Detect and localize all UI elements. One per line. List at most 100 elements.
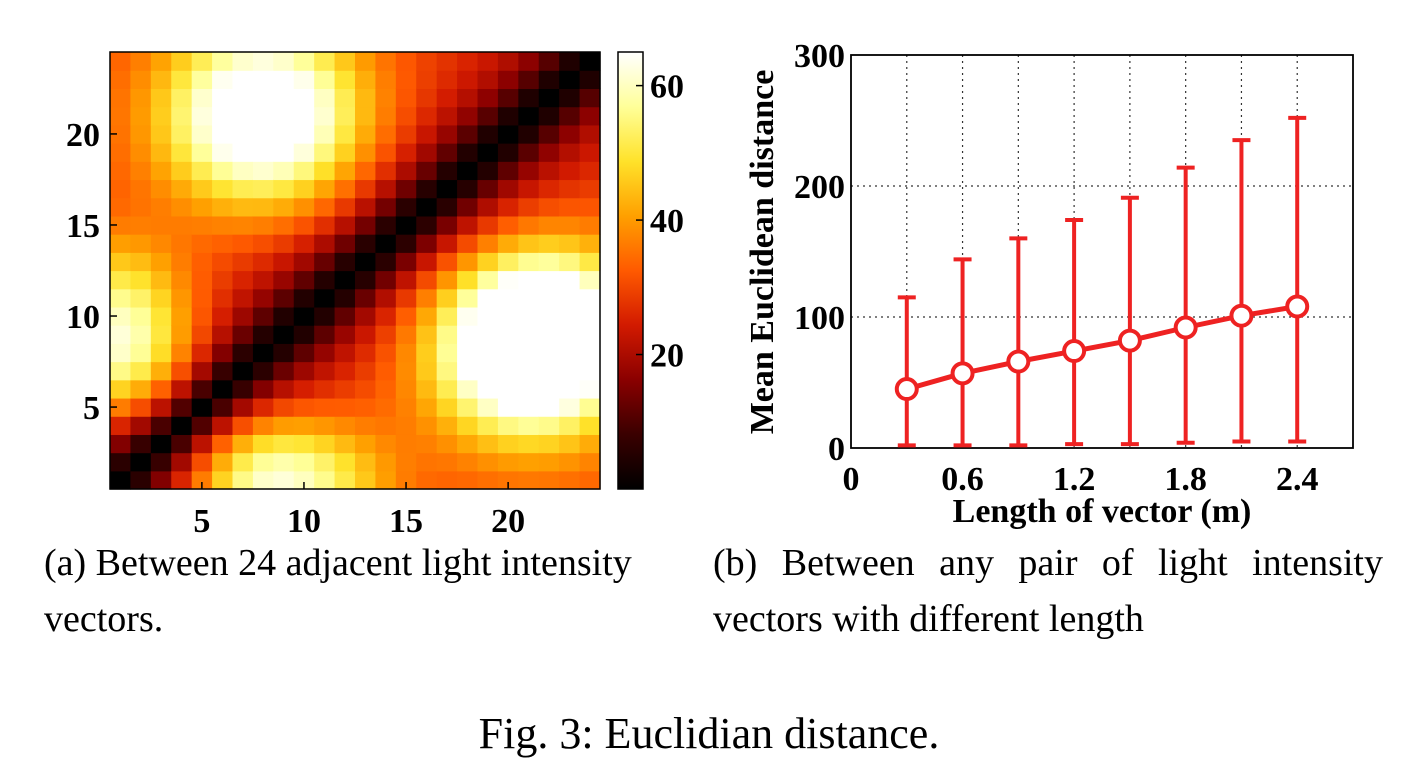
heatmap-cell — [579, 70, 601, 90]
heatmap-cell — [497, 270, 519, 290]
heatmap-cell — [477, 124, 499, 144]
data-point-marker — [1173, 315, 1198, 340]
heatmap-cell — [252, 70, 274, 90]
heatmap-cell — [436, 452, 458, 472]
heatmap-cell — [232, 179, 254, 199]
heatmap-cell — [191, 361, 213, 381]
heatmap-cell — [477, 416, 499, 435]
heatmap-cell — [273, 197, 295, 217]
heatmap-cell — [457, 416, 479, 435]
heatmap-cell — [212, 288, 234, 308]
heatmap-cell — [518, 343, 540, 363]
heatmap-cell — [191, 270, 213, 290]
heatmap-cell — [355, 470, 377, 490]
heatmap-cell — [416, 52, 438, 71]
heatmap-cell — [497, 361, 519, 381]
heatmap-cell — [416, 452, 438, 472]
heatmap-cell — [171, 306, 193, 326]
heatmap-cell — [212, 179, 234, 199]
heatmap-cell — [375, 343, 397, 363]
heatmap-cell — [252, 197, 274, 217]
heatmap-cell — [130, 452, 152, 472]
heatmap-cell — [538, 179, 560, 199]
heatmap-cell — [436, 252, 458, 272]
heatmap-cell — [579, 306, 601, 326]
heatmap-cell — [436, 325, 458, 344]
heatmap-cell — [559, 343, 581, 363]
heatmap-cell — [334, 361, 356, 381]
heatmap-cell — [171, 234, 193, 253]
heatmap-cell — [395, 434, 417, 454]
heatmap-cell — [436, 179, 458, 199]
line-x-tick-label: 2.4 — [1276, 461, 1319, 498]
heatmap-cell — [538, 306, 560, 326]
heatmap-cell — [538, 270, 560, 290]
heatmap-cell — [252, 397, 274, 417]
heatmap-cells — [110, 52, 601, 490]
heatmap-cell — [130, 343, 152, 363]
heatmap-cell — [130, 70, 152, 90]
heatmap-cell — [130, 143, 152, 162]
heatmap-cell — [416, 379, 438, 399]
heatmap-cell — [273, 379, 295, 399]
heatmap-cell — [212, 306, 234, 326]
heatmap-cell — [416, 434, 438, 454]
heatmap-cell — [334, 197, 356, 217]
heatmap-cell — [273, 397, 295, 417]
heatmap-cell — [314, 270, 336, 290]
heatmap-cell — [293, 70, 315, 90]
heatmap-cell — [252, 143, 274, 162]
heatmap-cell — [477, 434, 499, 454]
heatmap-cell — [232, 270, 254, 290]
heatmap-cell — [252, 288, 274, 308]
heatmap-cell — [355, 379, 377, 399]
heatmap-cell — [212, 124, 234, 144]
heatmap-cell — [559, 434, 581, 454]
heatmap-cell — [436, 106, 458, 126]
heatmap-cell — [252, 325, 274, 344]
heatmap-cell — [150, 343, 172, 363]
heatmap-cell — [314, 52, 336, 71]
heatmap-cell — [355, 70, 377, 90]
heatmap-cell — [477, 306, 499, 326]
x-axis-label: Length of vector (m) — [953, 493, 1252, 530]
heatmap-cell — [150, 306, 172, 326]
heatmap-cell — [171, 325, 193, 344]
heatmap-cell — [150, 452, 172, 472]
heatmap-cell — [293, 52, 315, 71]
heatmap-cell — [171, 143, 193, 162]
heatmap-cell — [273, 416, 295, 435]
heatmap-cell — [375, 379, 397, 399]
heatmap-cell — [293, 88, 315, 108]
heatmap-cell — [416, 306, 438, 326]
heatmap-cell — [395, 343, 417, 363]
heatmap-cell — [171, 197, 193, 217]
heatmap-cell — [559, 288, 581, 308]
heatmap-cell — [314, 434, 336, 454]
error-bar — [1288, 115, 1307, 444]
heatmap-cell — [497, 470, 519, 490]
heatmap-cell — [579, 179, 601, 199]
heatmap-cell — [477, 143, 499, 162]
heatmap-cell — [212, 452, 234, 472]
heatmap-cell — [395, 379, 417, 399]
heatmap-cell — [212, 270, 234, 290]
heatmap-cell — [375, 88, 397, 108]
heatmap-cell — [110, 343, 132, 363]
heatmap-cell — [436, 234, 458, 253]
heatmap-cell — [395, 88, 417, 108]
heatmap-cell — [293, 470, 315, 490]
heatmap-cell — [232, 325, 254, 344]
heatmap-cell — [579, 452, 601, 472]
heatmap-cell — [436, 306, 458, 326]
data-point-marker — [950, 361, 975, 386]
heatmap-cell — [150, 325, 172, 344]
heatmap-y-tick-label: 20 — [66, 117, 100, 154]
heatmap-cell — [559, 179, 581, 199]
error-bar — [897, 295, 916, 448]
heatmap-cell — [150, 288, 172, 308]
heatmap-cell — [273, 325, 295, 344]
heatmap-y-axis: 5 10 15 20 — [66, 117, 117, 427]
heatmap-cell — [293, 306, 315, 326]
heatmap-cell — [559, 197, 581, 217]
